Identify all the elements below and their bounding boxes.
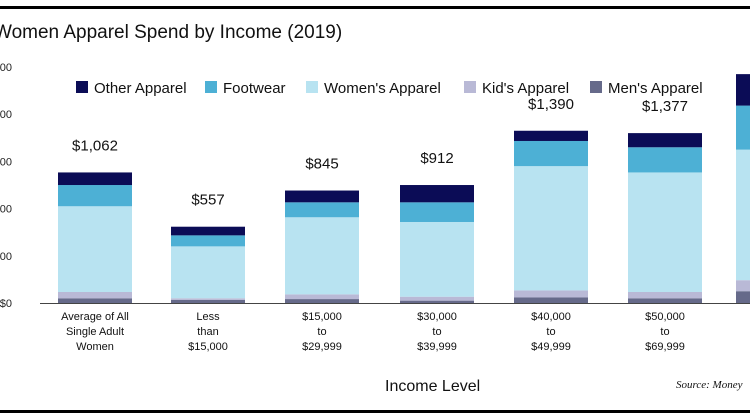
- bar-segment: [514, 140, 588, 167]
- bar-segment: [58, 172, 132, 186]
- y-tick-label: $1,200: [0, 109, 12, 121]
- x-tick-label: $15,000: [188, 341, 228, 353]
- bar-segment: [285, 217, 359, 295]
- legend-label: Other Apparel: [94, 80, 187, 97]
- bar-segment: [285, 294, 359, 300]
- total-label: $1,062: [72, 137, 118, 154]
- bar-segment: [285, 202, 359, 218]
- x-tick-label: $40,000: [531, 311, 571, 323]
- total-label: $912: [420, 150, 453, 167]
- legend-swatch: [76, 81, 88, 93]
- legend-swatch: [306, 81, 318, 93]
- y-tick-label: $300: [0, 251, 12, 263]
- bar-segment: [736, 291, 750, 303]
- legend-label: Men's Apparel: [608, 80, 703, 97]
- y-tick-label: $0: [0, 298, 12, 310]
- bar-segment: [171, 298, 245, 300]
- x-tick-label: $15,000: [302, 311, 342, 323]
- x-tick-label: to: [317, 326, 326, 338]
- legend-label: Footwear: [223, 80, 286, 97]
- bottom-border: [0, 410, 750, 413]
- x-tick-label: $30,000: [417, 311, 457, 323]
- y-tick-label: $1,500: [0, 62, 12, 74]
- bar-segment: [736, 74, 750, 106]
- bar-segment: [285, 190, 359, 203]
- bar-segment: [736, 149, 750, 281]
- x-tick-label: $69,999: [645, 341, 685, 353]
- legend-swatch: [464, 81, 476, 93]
- bar-segment: [514, 290, 588, 298]
- x-tick-label: Less: [196, 311, 220, 323]
- x-tick-label: $29,999: [302, 341, 342, 353]
- x-tick-label: $49,999: [531, 341, 571, 353]
- bar-segment: [58, 206, 132, 292]
- bar-segment: [285, 299, 359, 303]
- bar-segment: [400, 300, 474, 303]
- bar-segment: [400, 202, 474, 222]
- bar-segment: [628, 298, 702, 303]
- bar-segment: [400, 185, 474, 203]
- source-note: Source: Money: [676, 379, 743, 391]
- bar-segment: [171, 246, 245, 299]
- total-label: $845: [305, 156, 338, 173]
- top-border: [0, 6, 750, 9]
- bar-segment: [736, 105, 750, 150]
- chart-title: Women Apparel Spend by Income (2019): [0, 22, 343, 43]
- legend-label: Kid's Apparel: [482, 80, 569, 97]
- bar-segment: [514, 130, 588, 141]
- bar-segment: [171, 235, 245, 247]
- bar-segment: [628, 172, 702, 292]
- bar-segment: [628, 147, 702, 173]
- x-tick-label: Average of All: [61, 311, 129, 323]
- x-axis-title: Income Level: [385, 378, 481, 395]
- y-tick-label: $600: [0, 204, 12, 216]
- bar-segment: [400, 221, 474, 297]
- bar-segment: [514, 166, 588, 291]
- bar-segment: [58, 291, 132, 299]
- bar-segment: [736, 280, 750, 292]
- legend-swatch: [590, 81, 602, 93]
- x-tick-label: $39,999: [417, 341, 457, 353]
- legend-swatch: [205, 81, 217, 93]
- x-tick-label: to: [432, 326, 441, 338]
- x-tick-label: Women: [76, 341, 114, 353]
- x-tick-label: than: [197, 326, 218, 338]
- bar-segment: [400, 296, 474, 301]
- total-label: $1,390: [528, 96, 574, 113]
- legend-label: Women's Apparel: [324, 80, 441, 97]
- bar-segment: [514, 297, 588, 303]
- x-tick-label: Single Adult: [66, 326, 124, 338]
- bar-segment: [58, 185, 132, 207]
- bar-segment: [628, 291, 702, 299]
- x-tick-label: to: [546, 326, 555, 338]
- x-tick-label: $50,000: [645, 311, 685, 323]
- bar-segment: [171, 299, 245, 303]
- x-tick-label: to: [660, 326, 669, 338]
- bar-segment: [171, 226, 245, 236]
- total-label: $1,377: [642, 98, 688, 115]
- total-label: $557: [191, 192, 224, 209]
- bar-segment: [628, 133, 702, 148]
- bar-segment: [58, 298, 132, 303]
- y-tick-label: $900: [0, 156, 12, 168]
